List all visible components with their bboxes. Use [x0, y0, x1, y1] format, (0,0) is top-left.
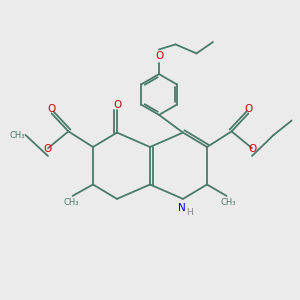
Text: O: O [113, 100, 121, 110]
Text: O: O [155, 51, 163, 61]
Text: O: O [47, 104, 56, 114]
Text: CH₃: CH₃ [9, 130, 25, 140]
Text: CH₃: CH₃ [220, 198, 236, 207]
Text: N: N [178, 203, 185, 213]
Text: O: O [43, 144, 52, 154]
Text: H: H [186, 208, 193, 217]
Text: O: O [244, 104, 253, 114]
Text: CH₃: CH₃ [63, 198, 79, 207]
Text: O: O [248, 144, 257, 154]
